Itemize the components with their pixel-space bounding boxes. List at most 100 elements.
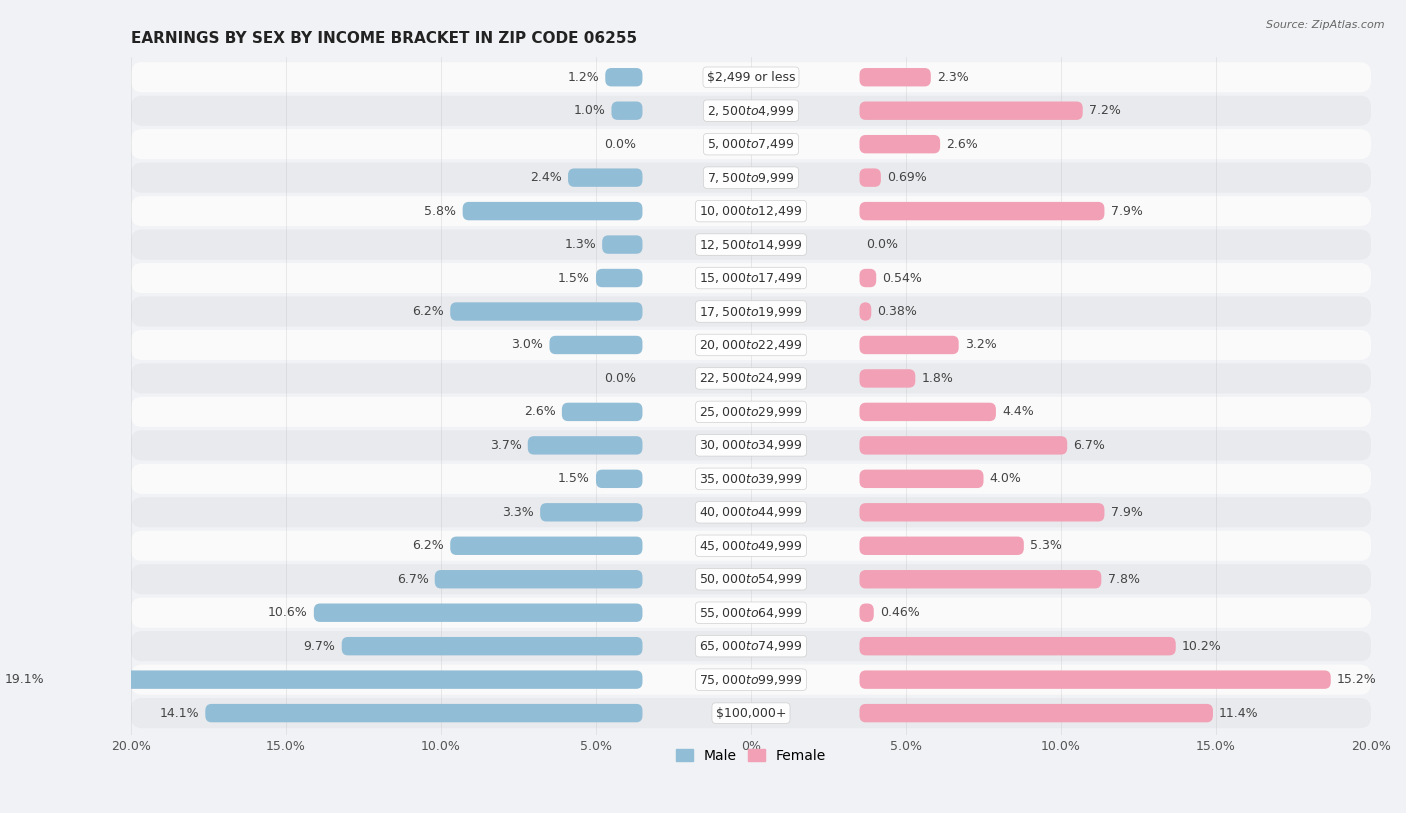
FancyBboxPatch shape [550,336,643,354]
FancyBboxPatch shape [463,202,643,220]
FancyBboxPatch shape [131,330,1371,360]
Text: 9.7%: 9.7% [304,640,336,653]
FancyBboxPatch shape [859,168,882,187]
Text: 3.3%: 3.3% [502,506,534,519]
FancyBboxPatch shape [859,68,931,86]
Text: $30,000 to $34,999: $30,000 to $34,999 [699,438,803,452]
Text: $2,500 to $4,999: $2,500 to $4,999 [707,104,794,118]
Text: EARNINGS BY SEX BY INCOME BRACKET IN ZIP CODE 06255: EARNINGS BY SEX BY INCOME BRACKET IN ZIP… [131,31,637,46]
Text: 1.0%: 1.0% [574,104,605,117]
FancyBboxPatch shape [131,397,1371,427]
FancyBboxPatch shape [131,62,1371,93]
Text: 4.4%: 4.4% [1002,406,1033,419]
Text: 1.5%: 1.5% [558,472,589,485]
FancyBboxPatch shape [605,68,643,86]
Text: 6.7%: 6.7% [396,572,429,585]
FancyBboxPatch shape [596,470,643,488]
Text: 4.0%: 4.0% [990,472,1022,485]
Text: Source: ZipAtlas.com: Source: ZipAtlas.com [1267,20,1385,30]
FancyBboxPatch shape [131,598,1371,628]
FancyBboxPatch shape [342,637,643,655]
FancyBboxPatch shape [859,603,873,622]
FancyBboxPatch shape [434,570,643,589]
Text: $2,499 or less: $2,499 or less [707,71,796,84]
Text: $45,000 to $49,999: $45,000 to $49,999 [699,539,803,553]
Text: 0.69%: 0.69% [887,171,927,184]
Text: 7.9%: 7.9% [1111,205,1143,218]
Text: 7.2%: 7.2% [1088,104,1121,117]
Text: 7.8%: 7.8% [1108,572,1139,585]
Text: 6.7%: 6.7% [1073,439,1105,452]
FancyBboxPatch shape [131,297,1371,327]
FancyBboxPatch shape [131,96,1371,126]
FancyBboxPatch shape [562,402,643,421]
Text: $75,000 to $99,999: $75,000 to $99,999 [699,672,803,687]
FancyBboxPatch shape [205,704,643,722]
FancyBboxPatch shape [859,537,1024,555]
FancyBboxPatch shape [131,631,1371,661]
Text: $40,000 to $44,999: $40,000 to $44,999 [699,506,803,520]
Text: 6.2%: 6.2% [412,539,444,552]
FancyBboxPatch shape [859,704,1213,722]
FancyBboxPatch shape [859,269,876,287]
Text: $50,000 to $54,999: $50,000 to $54,999 [699,572,803,586]
Text: $55,000 to $64,999: $55,000 to $64,999 [699,606,803,620]
FancyBboxPatch shape [859,102,1083,120]
FancyBboxPatch shape [527,436,643,454]
FancyBboxPatch shape [131,698,1371,728]
FancyBboxPatch shape [131,564,1371,594]
Text: 0.54%: 0.54% [883,272,922,285]
Text: 3.0%: 3.0% [512,338,543,351]
FancyBboxPatch shape [450,537,643,555]
FancyBboxPatch shape [131,196,1371,226]
Text: 1.5%: 1.5% [558,272,589,285]
Text: $10,000 to $12,499: $10,000 to $12,499 [699,204,803,218]
FancyBboxPatch shape [859,369,915,388]
FancyBboxPatch shape [859,202,1105,220]
FancyBboxPatch shape [602,235,643,254]
FancyBboxPatch shape [859,637,1175,655]
Legend: Male, Female: Male, Female [671,743,831,768]
Text: 5.3%: 5.3% [1031,539,1062,552]
Text: 5.8%: 5.8% [425,205,457,218]
FancyBboxPatch shape [540,503,643,521]
Text: 0.46%: 0.46% [880,606,920,620]
FancyBboxPatch shape [859,302,872,320]
Text: $20,000 to $22,499: $20,000 to $22,499 [699,338,803,352]
FancyBboxPatch shape [131,531,1371,561]
FancyBboxPatch shape [859,336,959,354]
FancyBboxPatch shape [859,402,995,421]
Text: 7.9%: 7.9% [1111,506,1143,519]
Text: 1.3%: 1.3% [564,238,596,251]
FancyBboxPatch shape [131,363,1371,393]
FancyBboxPatch shape [131,430,1371,460]
Text: 2.6%: 2.6% [524,406,555,419]
FancyBboxPatch shape [612,102,643,120]
FancyBboxPatch shape [314,603,643,622]
Text: 3.2%: 3.2% [965,338,997,351]
FancyBboxPatch shape [131,263,1371,293]
Text: 0.0%: 0.0% [605,372,637,385]
Text: 6.2%: 6.2% [412,305,444,318]
Text: $100,000+: $100,000+ [716,706,786,720]
Text: 0.0%: 0.0% [605,137,637,150]
Text: $22,500 to $24,999: $22,500 to $24,999 [699,372,803,385]
Text: 19.1%: 19.1% [4,673,44,686]
Text: 0.38%: 0.38% [877,305,917,318]
Text: 1.2%: 1.2% [567,71,599,84]
FancyBboxPatch shape [596,269,643,287]
Text: 14.1%: 14.1% [159,706,200,720]
Text: 15.2%: 15.2% [1337,673,1376,686]
FancyBboxPatch shape [450,302,643,320]
FancyBboxPatch shape [859,470,984,488]
FancyBboxPatch shape [568,168,643,187]
FancyBboxPatch shape [51,671,643,689]
Text: 1.8%: 1.8% [921,372,953,385]
FancyBboxPatch shape [859,135,941,154]
Text: 10.6%: 10.6% [269,606,308,620]
Text: 2.4%: 2.4% [530,171,562,184]
Text: $17,500 to $19,999: $17,500 to $19,999 [699,305,803,319]
Text: $7,500 to $9,999: $7,500 to $9,999 [707,171,794,185]
FancyBboxPatch shape [859,503,1105,521]
FancyBboxPatch shape [859,436,1067,454]
